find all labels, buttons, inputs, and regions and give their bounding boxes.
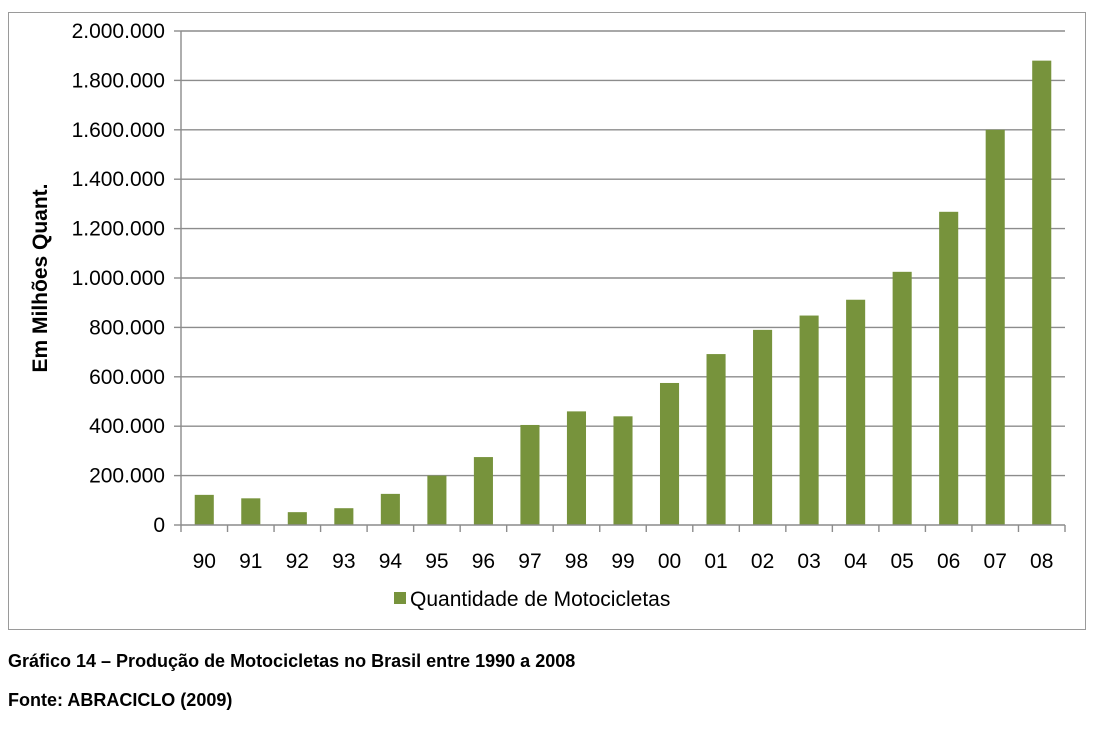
bar [427, 475, 447, 525]
bar [846, 299, 866, 525]
x-tick-label: 92 [286, 550, 309, 573]
x-tick-label: 96 [472, 550, 495, 573]
y-tick-label: 200.000 [89, 465, 165, 488]
bar [985, 129, 1005, 526]
y-tick-label: 1.600.000 [72, 119, 165, 142]
legend-swatch [394, 592, 406, 604]
figure-source: Fonte: ABRACICLO (2009) [8, 690, 233, 710]
y-tick-label: 1.200.000 [72, 218, 165, 241]
figure-caption: Gráfico 14 – Produção de Motocicletas no… [8, 651, 576, 671]
bar [799, 315, 819, 525]
y-tick-label: 2.000.000 [72, 20, 165, 43]
bar-chart: 0 200.000 400.000 600.000 800.000 1.000.000 1.… [29, 20, 1066, 611]
x-tick-label: 93 [332, 550, 355, 573]
y-tick-label: 1.000.000 [72, 267, 165, 290]
y-tick-labels: 0 200.000 400.000 600.000 800.000 1.000.000 1.… [72, 20, 165, 537]
x-tick-label: 99 [611, 550, 634, 573]
bar [334, 508, 354, 525]
x-tick-label: 07 [984, 550, 1007, 573]
bar [566, 411, 587, 525]
x-tick-label: 04 [844, 550, 868, 573]
x-tick-label: 90 [193, 550, 216, 573]
x-tick-label: 98 [565, 550, 588, 573]
x-tick-label: 03 [797, 550, 820, 573]
bar [194, 494, 214, 525]
x-tick-label: 05 [890, 550, 913, 573]
x-tick-label: 01 [704, 550, 727, 573]
axes [174, 30, 1066, 532]
gridlines [181, 30, 1065, 477]
chart-frame: 0 200.000 400.000 600.000 800.000 1.000.000 1.… [8, 12, 1086, 630]
y-axis-label: Em Milhões Quant. [29, 183, 52, 372]
bars [194, 60, 1052, 526]
x-tick-label: 00 [658, 550, 681, 573]
legend-label: Quantidade de Motocicletas [410, 588, 670, 611]
y-tick-label: 400.000 [89, 415, 165, 438]
x-tick-label: 91 [239, 550, 262, 573]
bar [380, 493, 400, 525]
bar [241, 498, 261, 525]
x-tick-labels: 90 91 92 93 94 95 96 97 98 99 00 01 02 03 04 05 06 07 08 [193, 550, 1054, 573]
bar [1032, 60, 1052, 525]
y-tick-label: 1.400.000 [72, 168, 165, 191]
y-tick-label: 800.000 [89, 316, 165, 339]
y-tick-label: 600.000 [89, 366, 165, 389]
bar [659, 382, 680, 525]
legend: Quantidade de Motocicletas [394, 588, 670, 611]
bar [473, 457, 493, 525]
x-tick-label: 08 [1030, 550, 1053, 573]
x-tick-label: 02 [751, 550, 774, 573]
bar [939, 211, 959, 525]
x-tick-label: 06 [937, 550, 960, 573]
bar [706, 354, 726, 525]
bar [613, 416, 633, 525]
bar [892, 271, 912, 525]
x-tick-label: 95 [425, 550, 448, 573]
y-tick-label: 1.800.000 [72, 69, 165, 92]
y-tick-label: 0 [153, 514, 165, 537]
x-tick-label: 94 [379, 550, 403, 573]
bar [520, 424, 540, 525]
bar [753, 329, 773, 525]
bar [287, 512, 307, 525]
x-tick-label: 97 [518, 550, 541, 573]
